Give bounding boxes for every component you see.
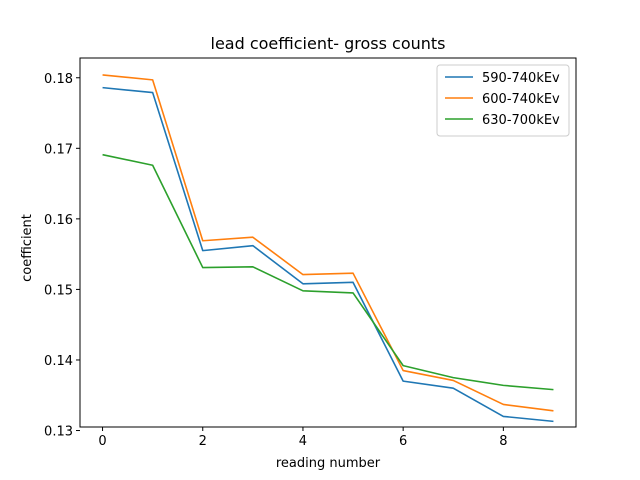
y-tick-label: 0.16 (44, 213, 73, 228)
y-tick-label: 0.14 (44, 354, 73, 369)
series-lines (102, 74, 554, 423)
x-axis: 0 2 4 6 8 (98, 427, 507, 449)
legend: 590-740kEv 600-740kEv 630-700kEv (436, 64, 570, 137)
x-tick-label: 6 (399, 434, 407, 449)
chart-title: lead coefficient- gross counts (211, 34, 446, 53)
x-tick-label: 8 (499, 434, 507, 449)
series-line-2 (102, 74, 554, 412)
y-tick-label: 0.13 (44, 425, 73, 440)
y-tick-label: 0.18 (44, 72, 73, 87)
legend-entry: 590-740kEv (482, 71, 560, 86)
y-tick-label: 0.15 (44, 283, 73, 298)
y-axis-label: coefficient (20, 214, 35, 282)
x-tick-label: 4 (299, 434, 307, 449)
y-tick-label: 0.17 (44, 142, 73, 157)
x-tick-label: 2 (199, 434, 207, 449)
legend-entry: 630-700kEv (482, 113, 560, 128)
x-axis-label: reading number (276, 456, 381, 471)
series-line-3 (102, 153, 554, 391)
legend-entry: 600-740kEv (482, 92, 560, 107)
series-line-1 (102, 86, 554, 423)
plot-frame (79, 57, 577, 428)
y-axis: 0.13 0.14 0.15 0.16 0.17 0.18 (44, 72, 80, 440)
x-tick-label: 0 (98, 434, 106, 449)
